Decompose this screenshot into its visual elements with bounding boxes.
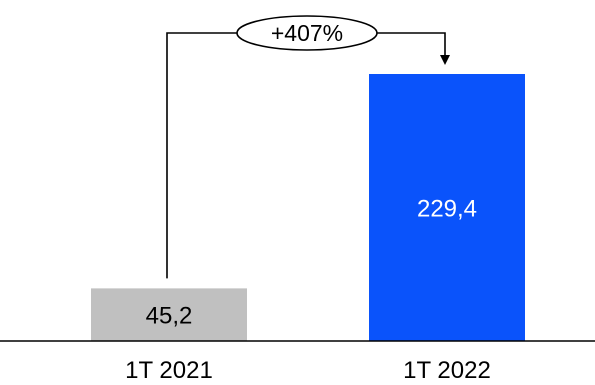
category-label-1: 1T 2021: [125, 357, 213, 384]
bar-value-label-2: 229,4: [417, 196, 477, 223]
growth-badge: [236, 15, 378, 51]
bar-1: [91, 288, 247, 341]
bar-value-label-1: 45,2: [146, 303, 193, 330]
growth-percentage-label: +407%: [271, 20, 343, 46]
bars-layer: 45,2 1T 2021 229,4 1T 2022: [91, 74, 525, 384]
category-label-2: 1T 2022: [403, 357, 491, 384]
growth-annotation: +407%: [166, 15, 450, 279]
bar-2: [369, 74, 525, 341]
